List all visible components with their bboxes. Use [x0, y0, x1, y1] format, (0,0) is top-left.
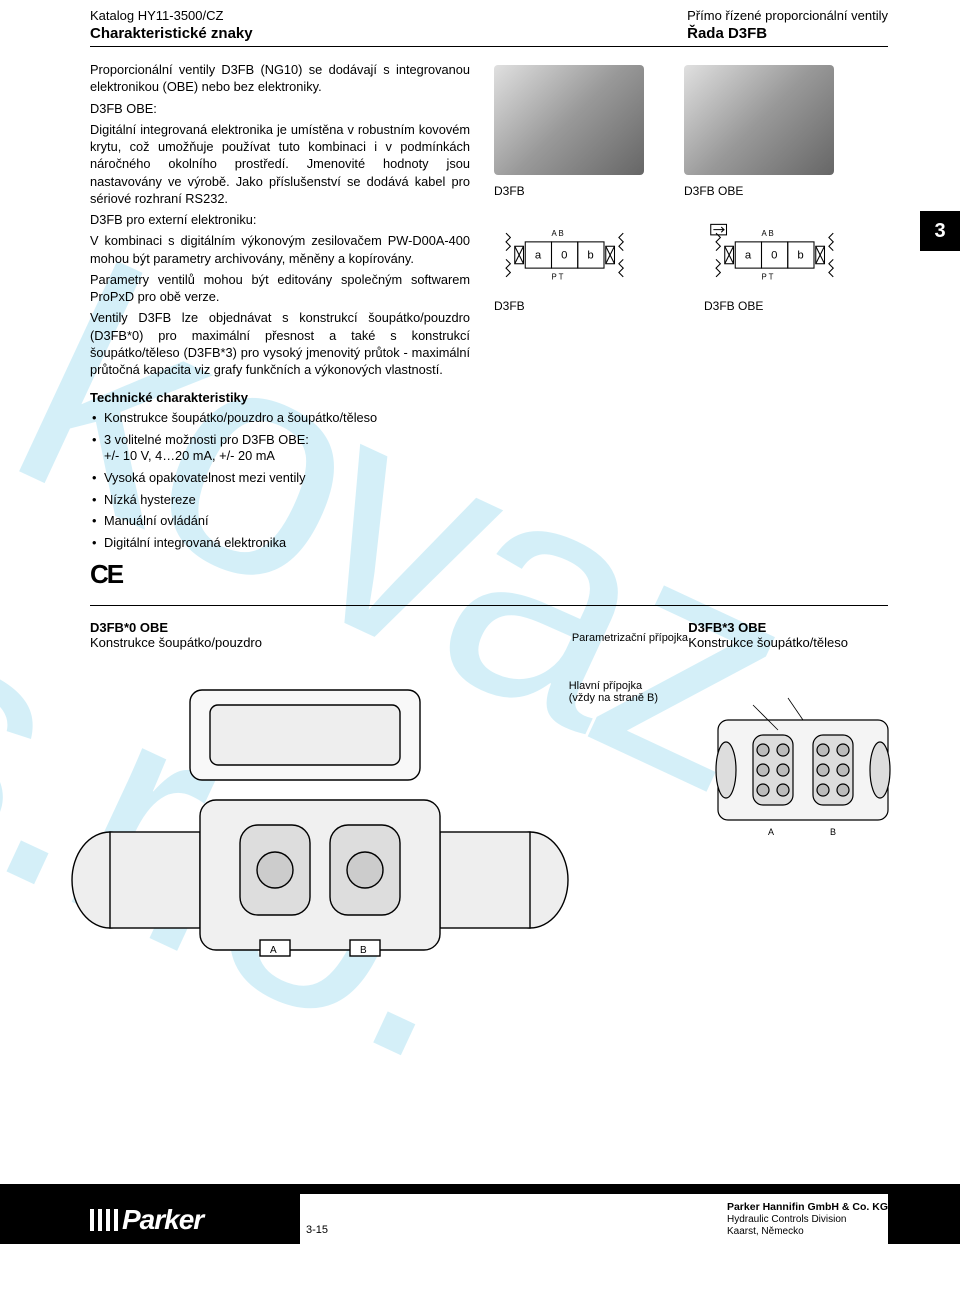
lower-right-bold: D3FB*3 OBE — [688, 620, 848, 635]
footer-white-area: 3-15 Parker Hannifin GmbH & Co. KG Hydra… — [300, 1194, 888, 1244]
left-column: Proporcionální ventily D3FB (NG10) se do… — [90, 61, 470, 593]
port-b-label: B — [360, 945, 367, 956]
schematic-d3fb: A B a 0 b P T D3FB — [494, 220, 644, 313]
para-intro: Proporcionální ventily D3FB (NG10) se do… — [90, 61, 470, 96]
tech-drawing-right: A B — [708, 690, 898, 850]
svg-text:b: b — [797, 250, 803, 262]
tech-drawing-left: A B — [70, 680, 590, 980]
tech-item: Digitální integrovaná elektronika — [90, 535, 470, 552]
ports-bot: P T — [552, 273, 564, 282]
ce-mark: CE — [90, 557, 470, 592]
svg-text:A B: A B — [762, 229, 774, 238]
photo-block-d3fb-obe: D3FB OBE — [684, 65, 834, 198]
photo-block-d3fb: D3FB — [494, 65, 644, 198]
para-propxd: Parametry ventilů mohou být editovány sp… — [90, 271, 470, 306]
cell-0: 0 — [561, 250, 567, 262]
para-obe-label: D3FB OBE: — [90, 100, 470, 117]
drawing-area: Parametrizační přípojka Hlavní přípojka … — [90, 660, 888, 990]
tech-list: Konstrukce šoupátko/pouzdro a šoupátko/t… — [90, 410, 470, 551]
para-obe: Digitální integrovaná elektronika je umí… — [90, 121, 470, 207]
header: Katalog HY11-3500/CZ Charakteristické zn… — [90, 8, 888, 42]
right-column: D3FB D3FB OBE 3 — [494, 61, 888, 593]
footer-division: Hydraulic Controls Division — [727, 1214, 888, 1226]
tech-item: Manuální ovládání — [90, 513, 470, 530]
series-right: Řada D3FB — [687, 25, 888, 42]
schematic-label-d3fb-obe: D3FB OBE — [704, 299, 854, 313]
section-tab: 3 — [920, 211, 960, 251]
product-photo-d3fb — [494, 65, 644, 175]
photo-label-d3fb: D3FB — [494, 184, 644, 198]
lower-left-bold: D3FB*0 OBE — [90, 620, 262, 635]
svg-text:B: B — [830, 827, 836, 837]
port-a-label: A — [270, 945, 277, 956]
page-number: 3-15 — [300, 1222, 334, 1238]
doc-title-right: Přímo řízené proporcionální ventily — [687, 8, 888, 23]
lower-right-sub: Konstrukce šoupátko/těleso — [688, 635, 848, 650]
tech-item: Nízká hystereze — [90, 492, 470, 509]
schematic-label-d3fb: D3FB — [494, 299, 644, 313]
svg-text:A: A — [768, 827, 774, 837]
product-photo-d3fb-obe — [684, 65, 834, 175]
parker-logo: Parker — [90, 1204, 203, 1236]
schematic-d3fb-obe: A B a 0 b P T D3FB OBE — [704, 220, 854, 313]
para-ext: V kombinaci s digitálním výkonovým zesil… — [90, 232, 470, 267]
para-ext-label: D3FB pro externí elektroniku: — [90, 211, 470, 228]
footer-company: Parker Hannifin GmbH & Co. KG — [727, 1201, 888, 1214]
catalog-id: Katalog HY11-3500/CZ — [90, 8, 253, 23]
tech-item: 3 volitelné možnosti pro D3FB OBE: +/- 1… — [90, 432, 470, 465]
page-content: Katalog HY11-3500/CZ Charakteristické zn… — [0, 0, 960, 990]
svg-text:a: a — [745, 250, 752, 262]
footer-location: Kaarst, Německo — [727, 1226, 888, 1238]
svg-text:0: 0 — [771, 250, 777, 262]
tech-item: Konstrukce šoupátko/pouzdro a šoupátko/t… — [90, 410, 470, 427]
photo-label-d3fb-obe: D3FB OBE — [684, 184, 834, 198]
annot-param: Parametrizační přípojka — [572, 632, 688, 644]
lower-left-title: D3FB*0 OBE Konstrukce šoupátko/pouzdro — [90, 620, 262, 650]
lower-right-title: D3FB*3 OBE Konstrukce šoupátko/těleso — [688, 620, 848, 650]
cell-a: a — [535, 250, 542, 262]
tech-item: Vysoká opakovatelnost mezi ventily — [90, 470, 470, 487]
section-title-left: Charakteristické znaky — [90, 25, 253, 42]
para-construction: Ventily D3FB lze objednávat s konstrukcí… — [90, 309, 470, 378]
lower-left-sub: Konstrukce šoupátko/pouzdro — [90, 635, 262, 650]
cell-b: b — [587, 250, 593, 262]
svg-text:P T: P T — [762, 273, 774, 282]
mid-divider — [90, 605, 888, 606]
header-divider — [90, 46, 888, 47]
tech-heading: Technické charakteristiky — [90, 389, 470, 407]
ports-top: A B — [552, 229, 564, 238]
footer-company-block: Parker Hannifin GmbH & Co. KG Hydraulic … — [727, 1199, 888, 1238]
lower-section: D3FB*0 OBE Konstrukce šoupátko/pouzdro D… — [90, 620, 888, 990]
